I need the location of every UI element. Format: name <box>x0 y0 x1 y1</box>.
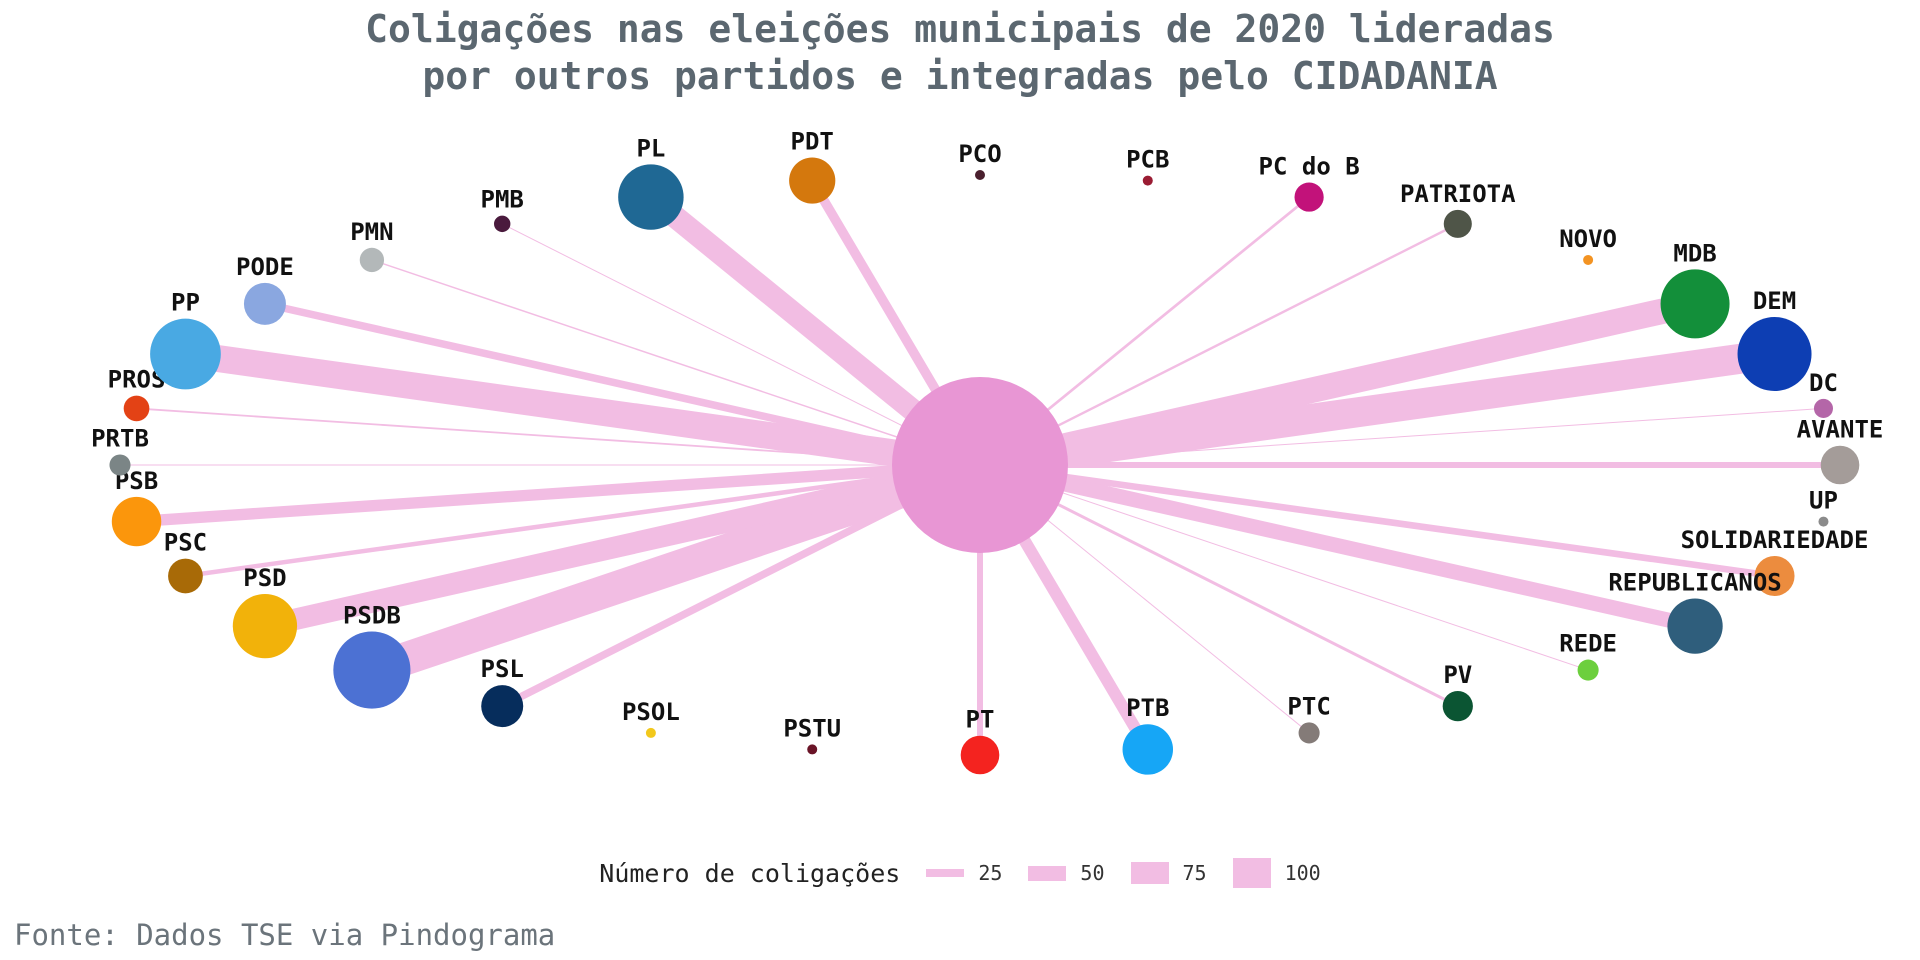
nodes-layer: PCO PCB PC do B PATRIOTA NOVO MDB DEM DC AVANTE U… <box>91 127 1884 775</box>
node-label: PSD <box>243 564 286 592</box>
legend-title: Número de coligações <box>599 858 901 888</box>
node-label: PSDB <box>343 601 401 629</box>
node-label: PDT <box>791 127 834 155</box>
legend-item: 75 <box>1130 861 1207 885</box>
node-label: PSL <box>481 655 524 683</box>
node-label: PSOL <box>622 698 680 726</box>
node-label: PSTU <box>783 714 841 742</box>
node-pco <box>975 170 985 180</box>
node-up <box>1818 516 1829 527</box>
edge-psc <box>185 462 981 579</box>
edge-pmb <box>501 223 981 466</box>
node-ptb <box>1122 724 1174 775</box>
chart-title-line-1: Coligações nas eleições municipais de 20… <box>365 7 1555 51</box>
node-label: PV <box>1443 661 1472 689</box>
edge-republicanos <box>978 457 1697 634</box>
node-ptc <box>1298 722 1320 744</box>
chart-title: Coligações nas eleições municipais de 20… <box>0 6 1920 100</box>
legend-swatch <box>1232 858 1271 888</box>
node-label: PT <box>966 706 995 734</box>
edge-pmn <box>371 259 981 466</box>
node-label: MDB <box>1673 239 1716 267</box>
node-label: UP <box>1809 487 1838 515</box>
node-label: REDE <box>1559 630 1617 658</box>
node-label: DEM <box>1753 287 1796 315</box>
node-pl <box>618 164 684 230</box>
node-republicanos <box>1667 598 1723 654</box>
node-pc-do-b <box>1294 182 1324 212</box>
edge-psdb <box>366 449 986 686</box>
node-prtb <box>109 454 131 476</box>
node-label: PMN <box>350 218 393 246</box>
node-pdt <box>789 157 836 204</box>
node-pp <box>150 318 221 390</box>
legend-item: 100 <box>1232 858 1321 888</box>
legend-swatch <box>1028 865 1067 881</box>
node-pmb <box>494 215 511 233</box>
node-pros <box>123 395 150 422</box>
node-avante <box>1820 445 1860 485</box>
node-label: PATRIOTA <box>1400 180 1516 208</box>
legend-label: 25 <box>978 861 1003 885</box>
edge-dem <box>977 339 1777 480</box>
node-mdb <box>1660 269 1730 339</box>
edge-pode <box>264 300 981 469</box>
node-label: PTC <box>1287 692 1330 720</box>
node-label: PP <box>171 289 200 317</box>
node-label: PCB <box>1126 146 1169 174</box>
edge-dc <box>979 407 1824 466</box>
node-rede <box>1577 659 1599 681</box>
legend-item: 50 <box>1028 861 1105 885</box>
node-label: REPUBLICANOS <box>1608 568 1781 596</box>
legend-label: 50 <box>1080 861 1105 885</box>
legend-item: 25 <box>926 861 1002 885</box>
node-solidariedade <box>1754 555 1795 596</box>
node-label: PODE <box>236 253 294 281</box>
node-label: NOVO <box>1559 225 1617 253</box>
legend-label: 100 <box>1284 861 1321 885</box>
node-psl <box>481 685 524 728</box>
edge-psb <box>136 459 981 528</box>
node-psc <box>168 558 203 594</box>
node-dem <box>1737 317 1812 392</box>
legend-label: 75 <box>1182 861 1207 885</box>
node-pv <box>1442 691 1473 722</box>
node-pstu <box>807 744 818 755</box>
edge-pp <box>183 340 982 479</box>
edge-rede <box>979 464 1589 671</box>
center-node-cidadania <box>892 377 1068 553</box>
legend-swatch <box>1130 861 1169 885</box>
node-psd <box>232 593 298 659</box>
node-psb <box>111 496 162 547</box>
node-label: PC do B <box>1259 152 1360 180</box>
edge-psd <box>262 454 983 637</box>
legend: Número de coligações 25 50 75 100 <box>0 858 1920 888</box>
node-label: PL <box>636 134 665 162</box>
node-pt <box>960 735 1000 775</box>
node-dc <box>1813 398 1834 418</box>
node-label: PTB <box>1126 694 1169 722</box>
node-label: PRTB <box>91 424 149 452</box>
chart-title-line-2: por outros partidos e integradas pelo CI… <box>422 54 1498 98</box>
node-patriota <box>1443 209 1472 238</box>
node-psdb <box>333 631 411 709</box>
node-label: PSC <box>164 529 207 557</box>
source-note: Fonte: Dados TSE via Pindograma <box>14 918 556 952</box>
edge-patriota <box>979 222 1459 467</box>
node-label: SOLIDARIEDADE <box>1681 526 1869 554</box>
node-label: AVANTE <box>1797 416 1884 444</box>
node-pcb <box>1142 175 1153 186</box>
node-label: PMB <box>481 186 524 214</box>
node-pmn <box>359 247 385 273</box>
legend-swatch <box>926 869 965 877</box>
node-label: PCO <box>958 140 1001 168</box>
node-novo <box>1583 254 1594 265</box>
node-psol <box>645 727 656 738</box>
node-label: DC <box>1809 369 1838 397</box>
edge-solidariedade <box>979 461 1775 580</box>
edge-pv <box>979 463 1459 708</box>
node-pode <box>243 282 286 325</box>
